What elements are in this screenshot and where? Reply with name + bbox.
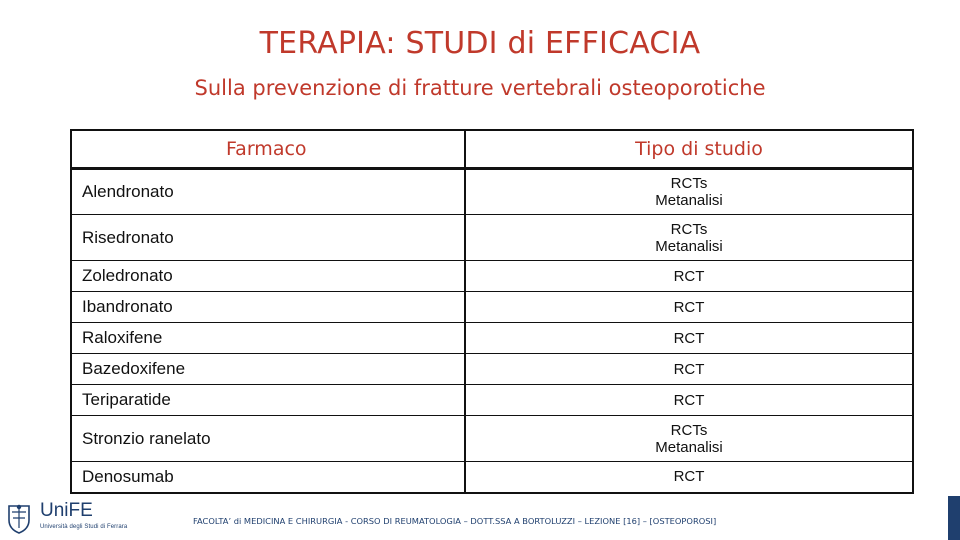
study-type-label: RCT: [673, 391, 705, 409]
drug-name-cell: Alendronato: [70, 168, 466, 215]
drug-name-cell: Denosumab: [70, 461, 466, 494]
table-row: Bazedoxifene RCT: [70, 353, 914, 385]
table-row: Teriparatide RCT: [70, 384, 914, 416]
study-type-cell: RCT: [464, 291, 914, 323]
study-type-label: RCT: [673, 267, 705, 285]
study-type-cell: RCT: [464, 260, 914, 292]
study-type-label: RCTs: [670, 220, 708, 238]
drug-name-cell: Bazedoxifene: [70, 353, 466, 385]
logo-name: UniFE: [40, 500, 93, 521]
table-row: Zoledronato RCT: [70, 260, 914, 292]
table-row: Risedronato RCTs Metanalisi: [70, 214, 914, 261]
table-row: Raloxifene RCT: [70, 322, 914, 354]
table-row: Stronzio ranelato RCTs Metanalisi: [70, 415, 914, 462]
study-type-cell: RCTs Metanalisi: [464, 415, 914, 462]
drug-name-cell: Raloxifene: [70, 322, 466, 354]
university-crest-icon: [8, 504, 30, 534]
table-row: Denosumab RCT: [70, 461, 914, 494]
study-type-cell: RCTs Metanalisi: [464, 214, 914, 261]
study-type-cell: RCT: [464, 384, 914, 416]
unife-logo: UniFE Università degli Studi di Ferrara: [4, 500, 154, 538]
drug-name-cell: Stronzio ranelato: [70, 415, 466, 462]
table-row: Alendronato RCTs Metanalisi: [70, 168, 914, 215]
study-type-cell: RCT: [464, 353, 914, 385]
table-header-row: Farmaco Tipo di studio: [70, 129, 914, 170]
drug-name-cell: Ibandronato: [70, 291, 466, 323]
header-farmaco: Farmaco: [70, 129, 466, 170]
corner-accent: [948, 496, 960, 540]
study-type-label: Metanalisi: [655, 237, 723, 255]
study-type-label: RCT: [673, 298, 705, 316]
slide-title: TERAPIA: STUDI di EFFICACIA: [259, 26, 701, 61]
study-type-cell: RCT: [464, 322, 914, 354]
drug-name-cell: Risedronato: [70, 214, 466, 261]
logo-subtitle: Università degli Studi di Ferrara: [40, 524, 128, 530]
slide-subtitle: Sulla prevenzione di fratture vertebrali…: [194, 76, 766, 100]
header-tipo-studio: Tipo di studio: [464, 129, 914, 170]
study-type-label: Metanalisi: [655, 192, 723, 209]
study-type-cell: RCTs Metanalisi: [464, 168, 914, 215]
study-table: Farmaco Tipo di studio Alendronato RCTs Me…: [70, 129, 914, 494]
slide-footer: FACOLTA’ di MEDICINA E CHIRURGIA - CORSO…: [193, 516, 717, 526]
table-body: Alendronato RCTs Metanalisi Risedronato RCTs…: [70, 168, 914, 494]
study-type-label: Metanalisi: [655, 438, 723, 456]
drug-name-cell: Zoledronato: [70, 260, 466, 292]
table-row: Ibandronato RCT: [70, 291, 914, 323]
study-type-label: RCT: [673, 360, 705, 378]
study-type-label: RCT: [673, 468, 705, 486]
drug-name-cell: Teriparatide: [70, 384, 466, 416]
study-type-label: RCT: [673, 329, 705, 347]
study-type-cell: RCT: [464, 461, 914, 494]
study-type-label: RCTs: [670, 175, 708, 192]
study-type-label: RCTs: [670, 421, 708, 439]
